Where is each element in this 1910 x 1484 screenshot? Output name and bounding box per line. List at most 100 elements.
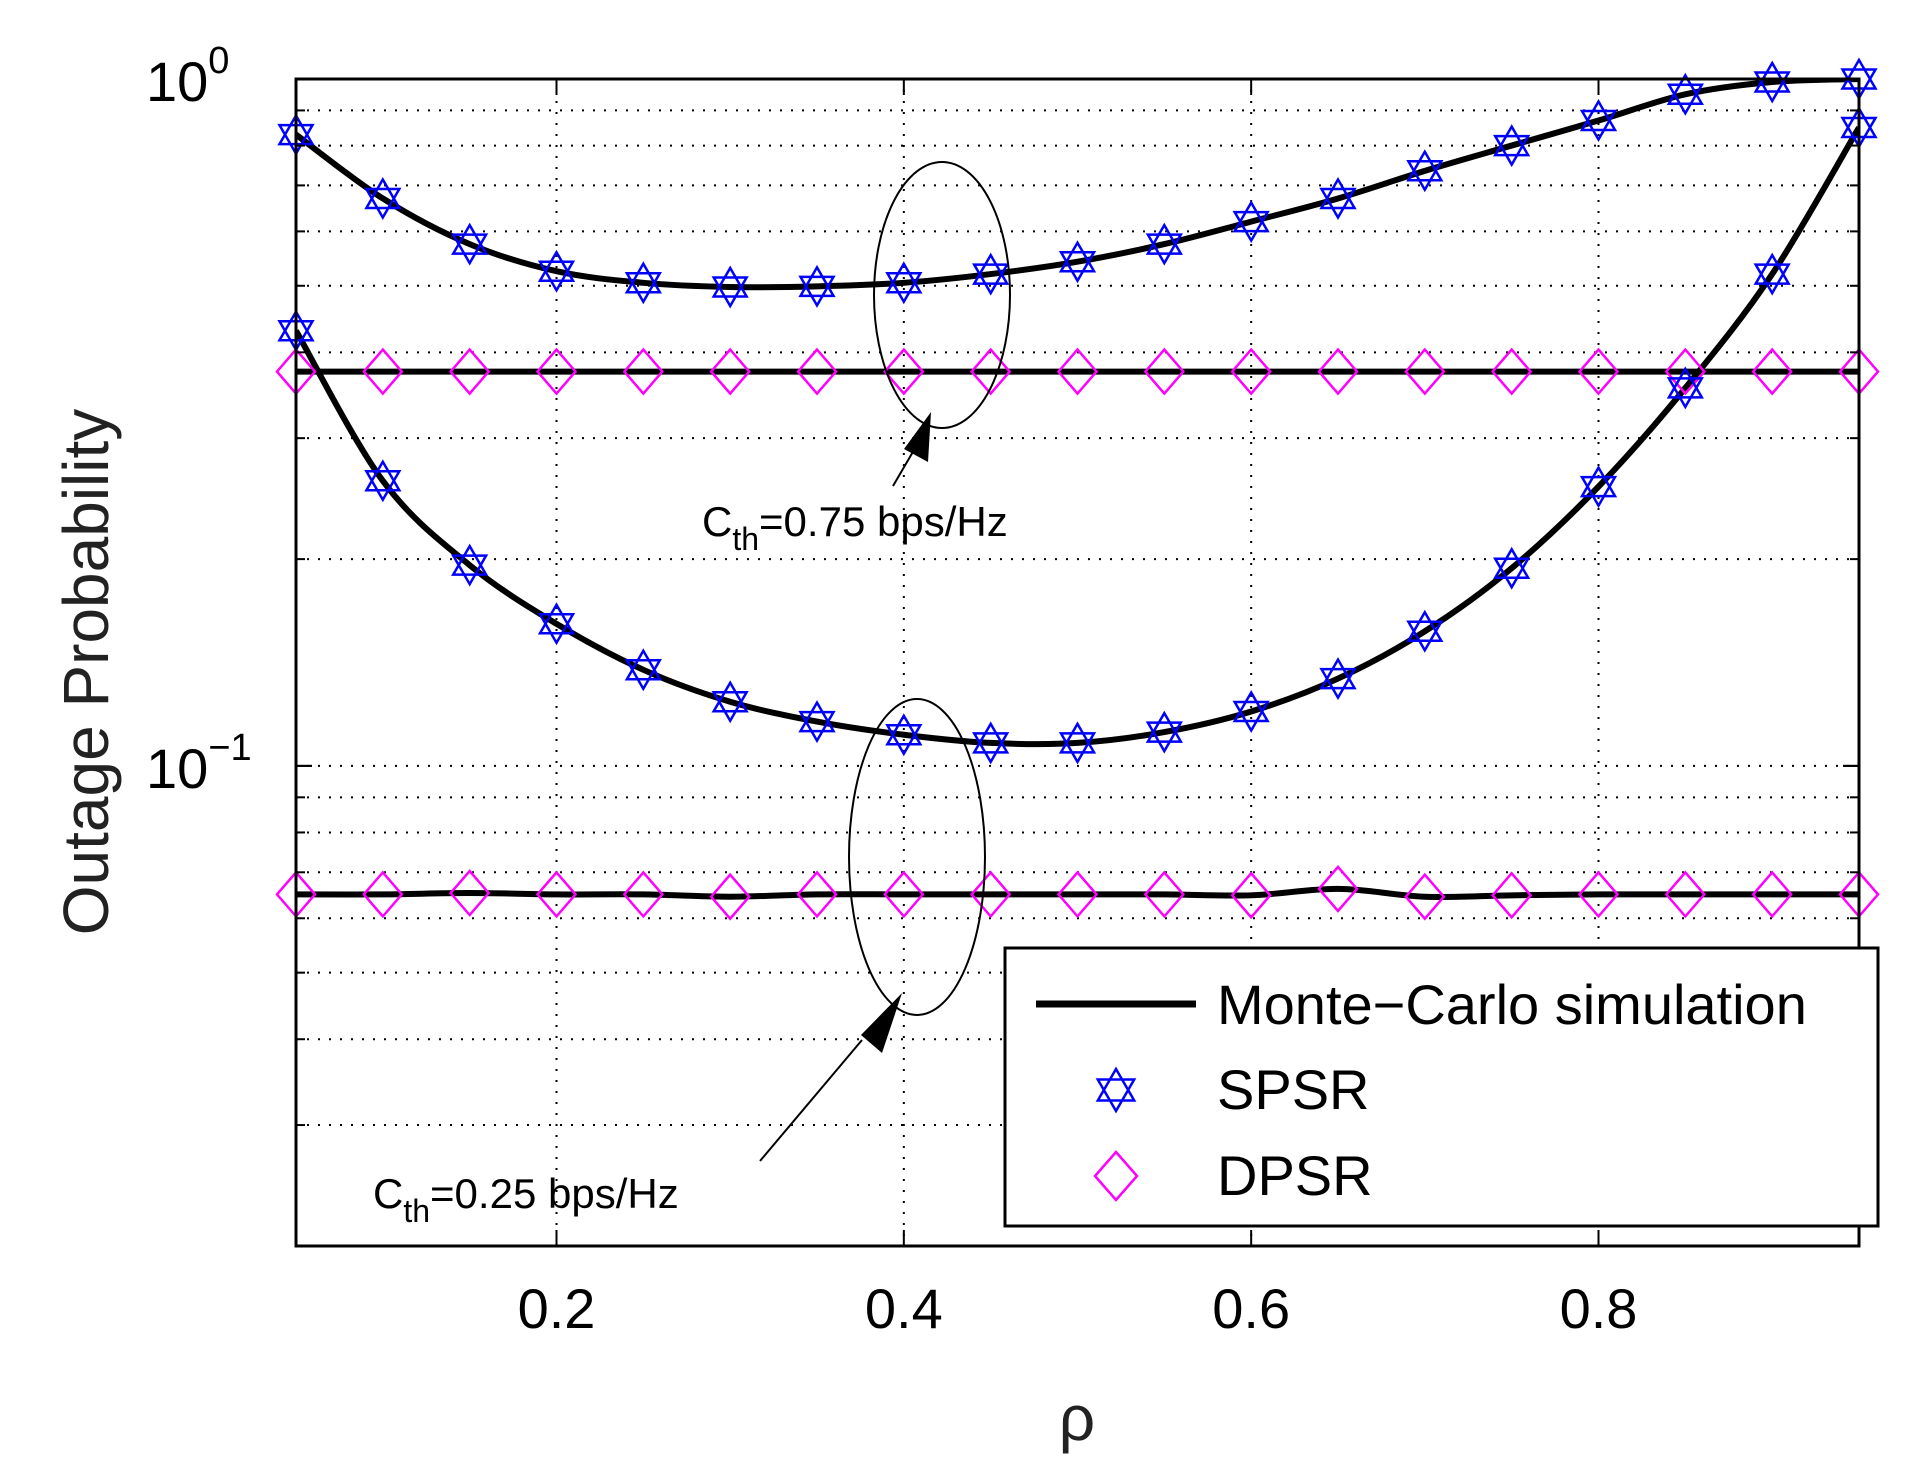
dpsr-marker: [1577, 347, 1620, 396]
legend-diamond-icon: [1093, 1150, 1139, 1202]
spsr-marker: [1579, 465, 1618, 509]
annotation-text-025: Cth=0.25 bps/Hz: [373, 1170, 679, 1229]
x-tick-label: 0.6: [1212, 1277, 1290, 1340]
legend-box: [1003, 946, 1880, 1228]
legend-marker-dpsr: [1093, 1150, 1139, 1202]
annotation-ellipse-075: [873, 161, 1011, 429]
annotation-arrow-025: [759, 1039, 863, 1162]
spsr-marker: [972, 721, 1010, 765]
legend: Monte−Carlo simulation SPSR DPSR: [1003, 946, 1880, 1228]
dpsr-marker: [883, 347, 925, 396]
spsr-marker: [1493, 124, 1531, 168]
spsr-marker: [972, 252, 1010, 296]
spsr-marker: [798, 700, 836, 744]
spsr-marker: [1145, 222, 1183, 266]
spsr-marker: [451, 543, 489, 587]
x-tick-label: 0.8: [1560, 1277, 1638, 1340]
dpsr-marker: [1404, 872, 1446, 921]
dpsr-marker: [362, 870, 404, 919]
dpsr-marker: [535, 347, 578, 396]
spsr-marker: [1666, 366, 1704, 410]
y-tick-label: 100: [146, 40, 229, 113]
spsr-marker: [624, 261, 662, 305]
ticks: 0.2 0.4 0.6 0.8 100 10−1: [146, 40, 1859, 1340]
legend-hexagram-icon: [1095, 1066, 1137, 1114]
dpsr-marker: [709, 347, 751, 396]
curves: [296, 79, 1859, 900]
y-tick-label: 10−1: [146, 727, 252, 800]
x-axis-label: ρ: [1059, 1382, 1095, 1454]
spsr-marker: [711, 265, 749, 309]
dpsr-marker: [1577, 870, 1620, 919]
spsr-marker: [451, 222, 489, 266]
spsr-marker: [537, 602, 576, 646]
dpsr-marker: [1230, 347, 1272, 396]
series-line-3: [296, 885, 1859, 900]
spsr-marker: [364, 176, 402, 221]
dpsr-marker: [1143, 870, 1185, 919]
series-line-0: [296, 79, 1859, 291]
dpsr-marker: [1056, 870, 1099, 919]
spsr-marker: [1232, 689, 1270, 734]
dpsr-marker: [1491, 871, 1533, 920]
annotation-cth-075: Cth=0.75 bps/Hz: [702, 161, 1011, 557]
spsr-marker: [1319, 657, 1357, 701]
dpsr-marker: [1491, 347, 1533, 396]
dpsr-marker: [970, 347, 1012, 396]
dpsr-marker: [622, 870, 664, 919]
dpsr-marker: [796, 347, 838, 396]
dpsr-marker: [449, 347, 491, 396]
spsr-marker: [1058, 240, 1097, 284]
spsr-marker: [1319, 177, 1357, 220]
annotation-ellipse-025: [848, 698, 986, 1016]
spsr-marker: [1145, 710, 1183, 754]
dpsr-marker: [1404, 347, 1446, 396]
annotation-text-075: Cth=0.75 bps/Hz: [702, 498, 1008, 557]
dpsr-marker: [1317, 347, 1359, 396]
dpsr-marker: [796, 870, 838, 919]
dpsr-marker: [535, 870, 578, 919]
dpsr-marker: [1317, 865, 1359, 913]
dpsr-marker: [970, 870, 1012, 919]
spsr-marker: [1493, 546, 1531, 590]
dpsr-marker: [883, 870, 925, 919]
spsr-marker: [1406, 149, 1444, 193]
spsr-marker: [1232, 200, 1270, 244]
spsr-marker: [364, 459, 402, 503]
spsr-marker: [1753, 252, 1791, 296]
spsr-marker: [1666, 72, 1704, 116]
legend-label-monte-carlo: Monte−Carlo simulation: [1217, 973, 1807, 1036]
spsr-marker: [1406, 609, 1444, 653]
dpsr-marker: [1751, 870, 1793, 919]
plot-frame: [294, 77, 1861, 1248]
x-tick-label: 0.2: [518, 1277, 596, 1340]
dpsr-marker: [1751, 347, 1793, 396]
dpsr-marker: [1230, 871, 1272, 920]
markers: [275, 57, 1880, 921]
dpsr-marker: [1664, 870, 1706, 919]
spsr-marker: [711, 680, 749, 724]
spsr-marker: [1579, 99, 1618, 142]
dpsr-marker: [709, 872, 751, 921]
dpsr-marker: [1664, 347, 1706, 396]
series-line-2: [296, 125, 1859, 748]
annotation-arrowhead-075: [904, 412, 931, 462]
dpsr-marker: [362, 347, 404, 396]
spsr-marker: [885, 713, 923, 757]
y-axis-label: Outage Probability: [50, 409, 122, 936]
legend-label-dpsr: DPSR: [1217, 1144, 1373, 1207]
spsr-marker: [624, 648, 662, 692]
spsr-marker: [1753, 60, 1791, 104]
spsr-marker: [1058, 721, 1097, 765]
dpsr-marker: [1056, 347, 1099, 396]
spsr-marker: [798, 264, 836, 308]
dpsr-marker: [622, 347, 664, 396]
dpsr-marker: [449, 869, 491, 917]
legend-label-spsr: SPSR: [1217, 1058, 1370, 1121]
spsr-marker: [537, 249, 576, 293]
legend-marker-spsr: [1095, 1066, 1137, 1114]
spsr-marker: [885, 261, 923, 305]
x-tick-label: 0.4: [865, 1277, 943, 1340]
annotation-cth-025: Cth=0.25 bps/Hz: [373, 698, 986, 1229]
